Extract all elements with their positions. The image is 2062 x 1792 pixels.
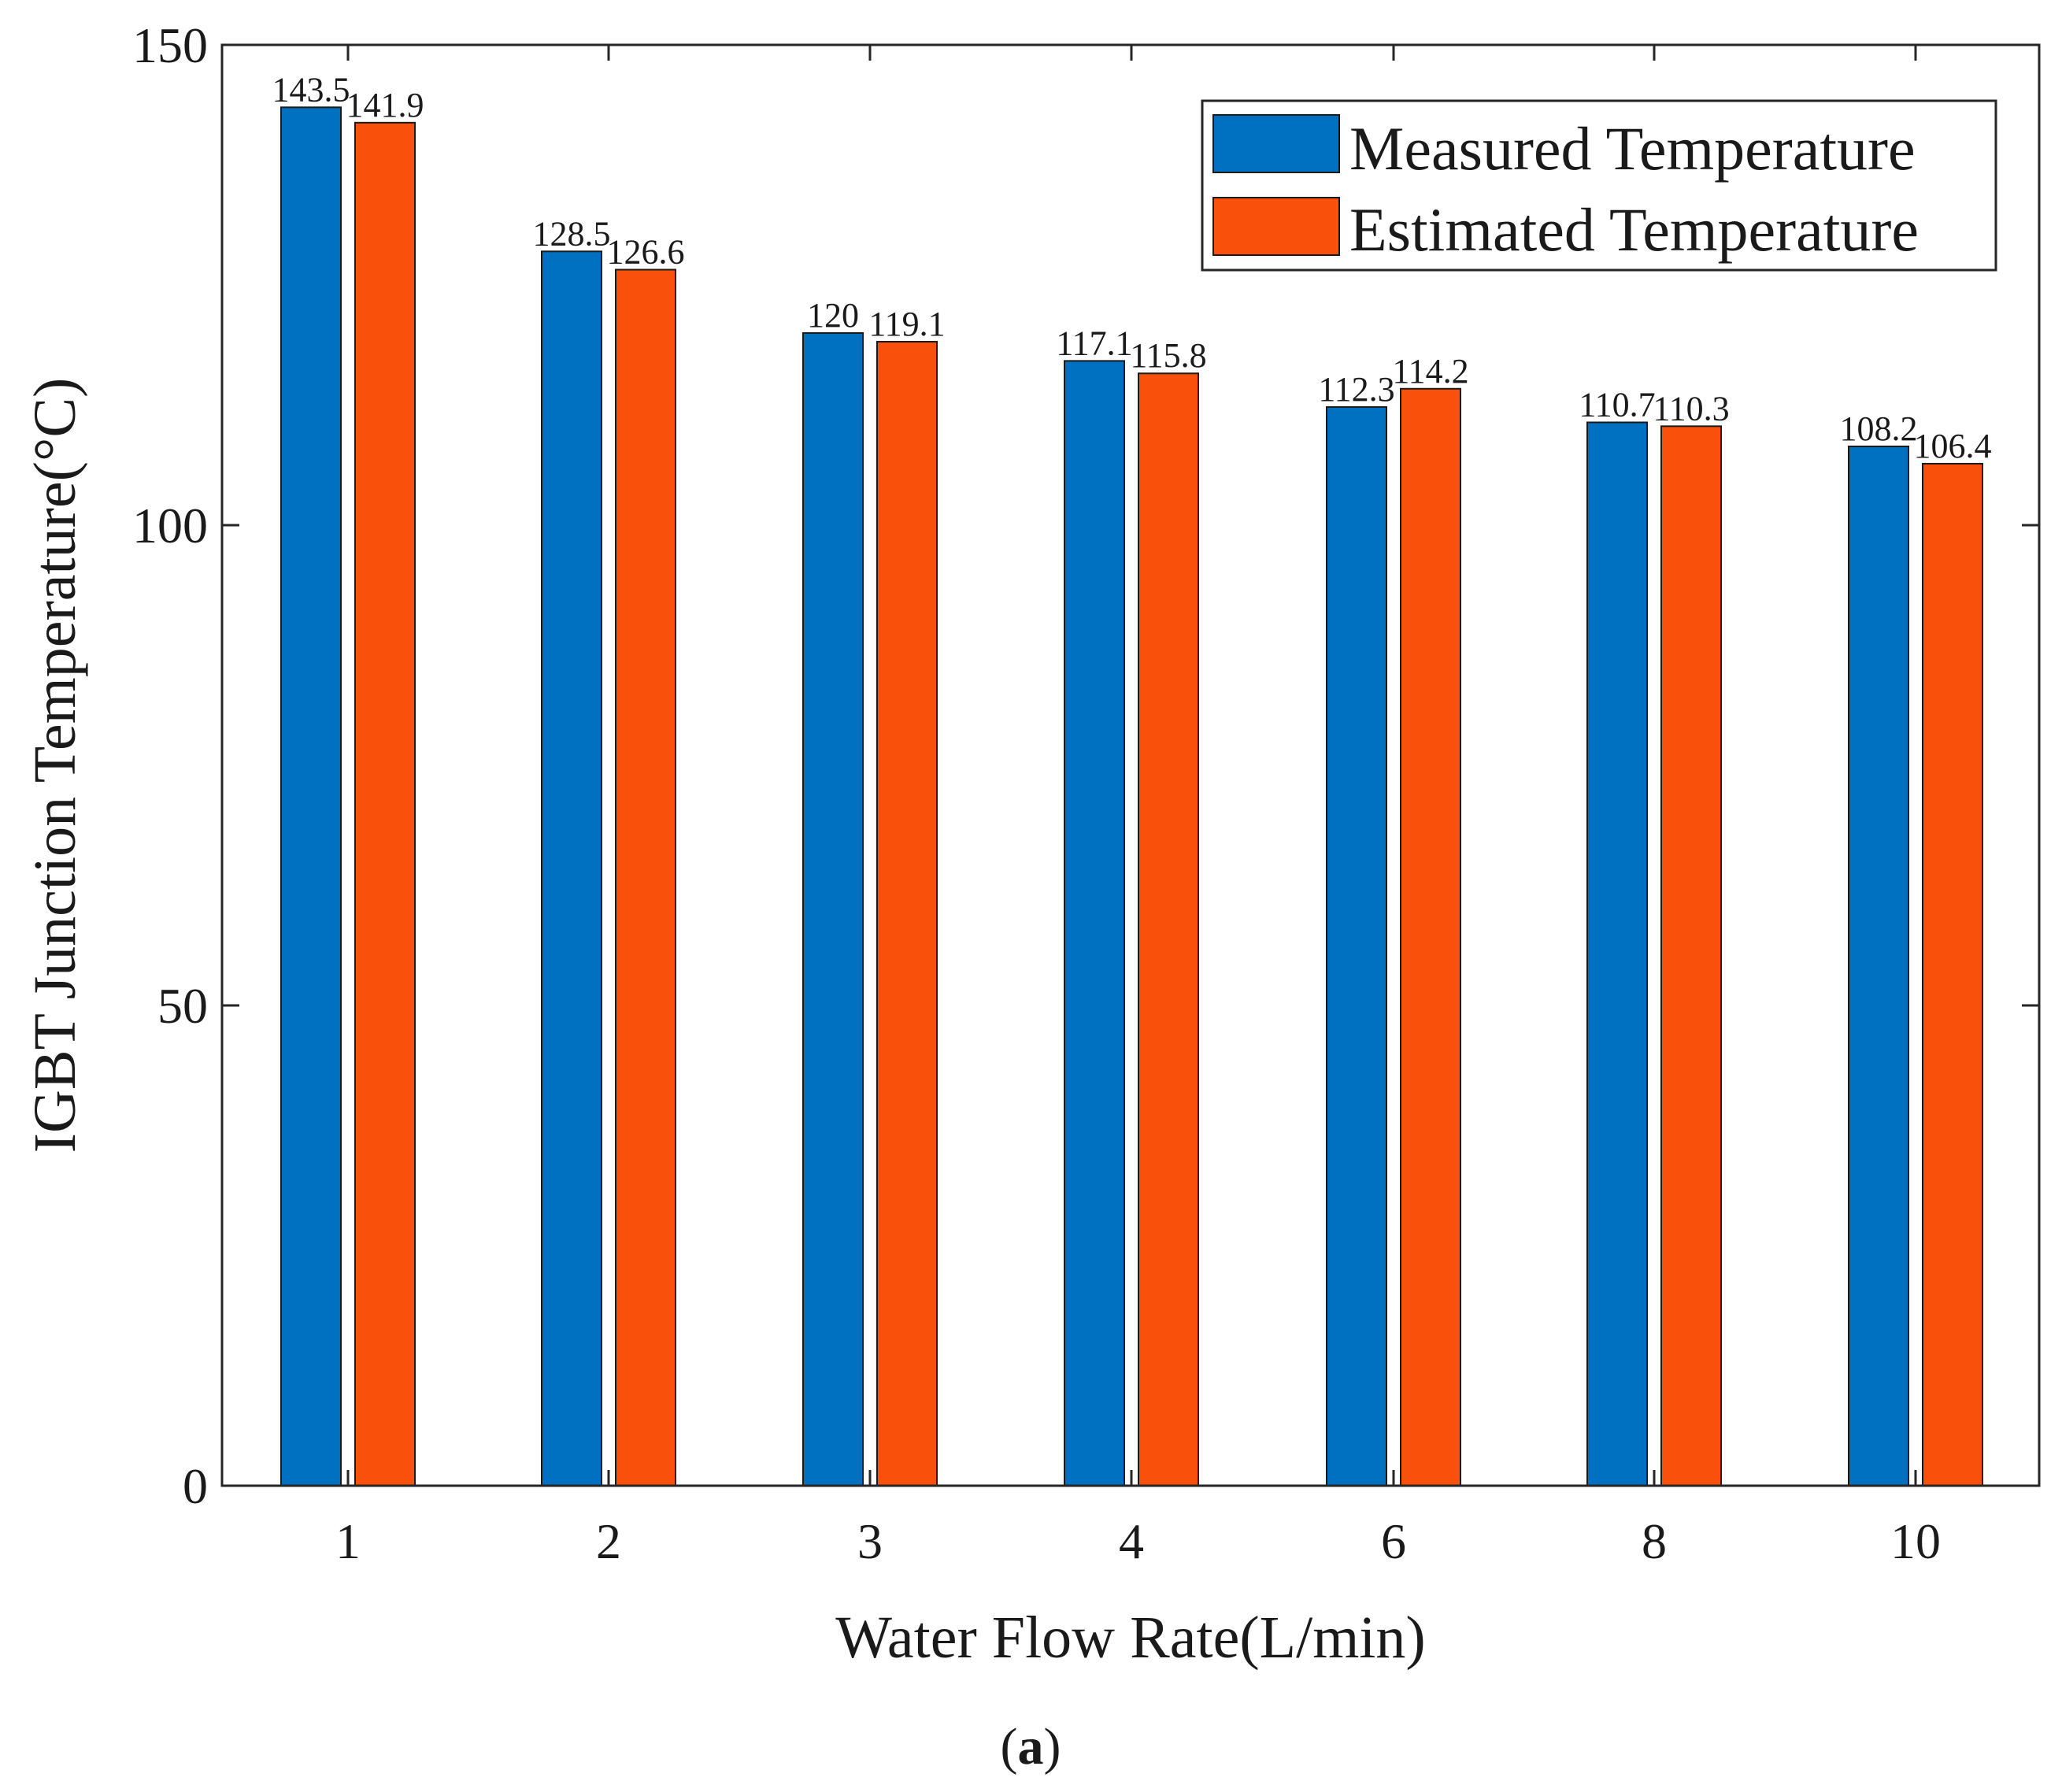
panel-label-letter: a bbox=[1018, 1718, 1044, 1775]
panel-label: (a) bbox=[1001, 1718, 1061, 1775]
panel-label-close: ) bbox=[1044, 1718, 1061, 1775]
y-tick-label: 0 bbox=[183, 1458, 208, 1514]
x-tick-label: 6 bbox=[1381, 1513, 1406, 1569]
bar-estimated bbox=[1138, 372, 1199, 1487]
bar-measured bbox=[280, 106, 342, 1487]
data-label-measured: 128.5 bbox=[533, 214, 611, 253]
y-tick-label: 50 bbox=[157, 978, 208, 1034]
data-label-estimated: 126.6 bbox=[607, 232, 685, 271]
data-label-estimated: 115.8 bbox=[1130, 336, 1206, 375]
data-label-measured: 112.3 bbox=[1318, 370, 1394, 409]
data-label-measured: 108.2 bbox=[1840, 409, 1918, 448]
x-tick-label: 4 bbox=[1119, 1513, 1144, 1569]
data-label-measured: 117.1 bbox=[1056, 324, 1132, 362]
panel-label-open: ( bbox=[1001, 1718, 1018, 1775]
legend: Measured Temperature Estimated Temperatu… bbox=[1201, 99, 1997, 272]
y-tick-label: 100 bbox=[132, 498, 208, 554]
bar-measured bbox=[1064, 360, 1125, 1487]
data-label-estimated: 106.4 bbox=[1914, 427, 1992, 465]
bar-estimated bbox=[354, 121, 416, 1487]
legend-swatch-measured bbox=[1212, 114, 1340, 173]
data-label-measured: 110.7 bbox=[1579, 385, 1655, 424]
bar-measured bbox=[802, 332, 864, 1487]
data-label-measured: 143.5 bbox=[272, 70, 350, 109]
bar-estimated bbox=[1660, 425, 1722, 1487]
bar-estimated bbox=[1400, 387, 1461, 1487]
bar-estimated bbox=[1922, 462, 1983, 1487]
data-label-estimated: 141.9 bbox=[346, 86, 424, 124]
bar-measured bbox=[541, 250, 602, 1487]
x-tick-label: 3 bbox=[857, 1513, 883, 1569]
bars-layer bbox=[280, 106, 1983, 1487]
bar-estimated bbox=[876, 340, 938, 1487]
bar-measured bbox=[1848, 445, 1909, 1487]
x-tick-label: 2 bbox=[596, 1513, 621, 1569]
x-tick-label: 8 bbox=[1642, 1513, 1667, 1569]
data-label-measured: 120 bbox=[807, 296, 859, 335]
legend-label-measured: Measured Temperature bbox=[1349, 114, 1916, 183]
data-label-estimated: 114.2 bbox=[1392, 352, 1468, 391]
y-axis-title: IGBT Junction Temperature(°C) bbox=[22, 378, 88, 1153]
x-axis-title: Water Flow Rate(L/min) bbox=[835, 1605, 1425, 1671]
y-tick-label: 150 bbox=[132, 17, 208, 73]
legend-label-estimated: Estimated Temperature bbox=[1349, 195, 1919, 264]
data-label-estimated: 110.3 bbox=[1653, 389, 1729, 428]
x-tick-label: 10 bbox=[1890, 1513, 1941, 1569]
x-tick-label: 1 bbox=[335, 1513, 361, 1569]
bar-estimated bbox=[615, 268, 676, 1487]
data-label-estimated: 119.1 bbox=[868, 305, 945, 343]
bar-measured bbox=[1326, 405, 1387, 1487]
bar-measured bbox=[1586, 421, 1648, 1487]
legend-swatch-estimated bbox=[1212, 197, 1340, 256]
